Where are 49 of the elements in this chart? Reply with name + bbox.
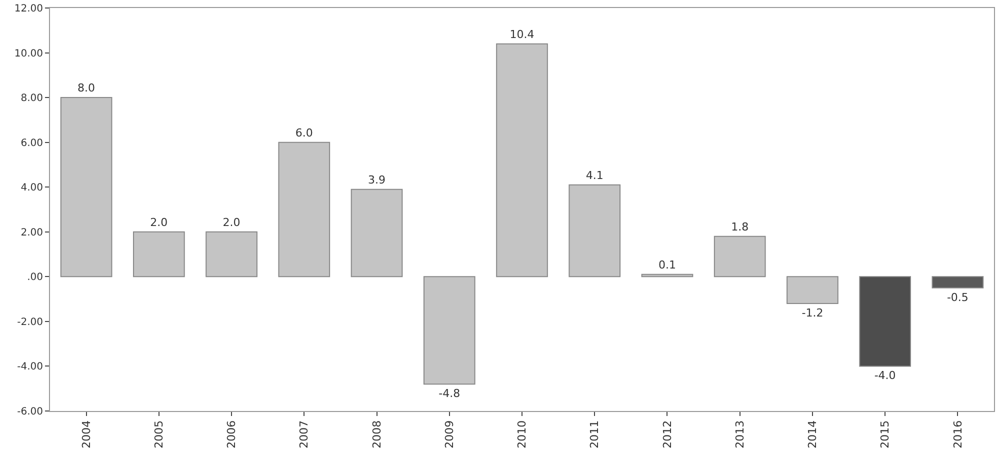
bar <box>60 97 112 278</box>
x-tick-label: 2005 <box>152 420 166 448</box>
x-tick-label: 2010 <box>516 420 529 448</box>
bar <box>932 276 984 288</box>
data-label: -4.0 <box>874 369 896 382</box>
data-label: -4.8 <box>438 387 460 400</box>
bar <box>859 276 911 367</box>
data-label: -0.5 <box>946 290 968 304</box>
y-tick-label: 2.00 <box>20 227 43 238</box>
data-label: 4.1 <box>586 168 604 182</box>
y-tick-label: -2.00 <box>17 316 43 328</box>
y-tick-label: 8.00 <box>20 93 43 104</box>
x-tick-label: 2011 <box>588 420 602 448</box>
y-tick-label: 6.00 <box>20 138 43 149</box>
x-tick-label: 2009 <box>442 420 456 448</box>
bar <box>350 188 403 278</box>
data-label: 0.1 <box>658 258 676 272</box>
x-tick-label: 2015 <box>878 420 892 448</box>
y-tick-label: -4.00 <box>17 362 43 373</box>
y-tick-label: 12.00 <box>14 4 43 14</box>
x-tick-label: 2016 <box>951 420 964 448</box>
y-tick-label: -6.00 <box>17 406 43 418</box>
y-tick-label: 10.00 <box>14 48 43 60</box>
bar <box>641 274 694 278</box>
x-tick-label: 2012 <box>660 420 674 448</box>
data-label: -1.2 <box>802 306 824 320</box>
data-label: 2.0 <box>150 216 168 229</box>
y-tick-label: .00 <box>27 272 43 284</box>
y-tick-label: 4.00 <box>20 182 43 194</box>
bar <box>133 231 185 278</box>
x-tick-label: 2013 <box>733 420 746 448</box>
x-tick-label: 2006 <box>225 420 238 448</box>
bar <box>423 276 476 385</box>
bar <box>714 236 766 278</box>
x-tick-label: 2008 <box>370 420 384 448</box>
x-tick-label: 2007 <box>298 420 311 448</box>
x-tick-label: 2014 <box>806 420 820 448</box>
bar <box>496 43 548 278</box>
data-label: 10.4 <box>510 28 534 41</box>
bar <box>278 142 330 278</box>
bar <box>568 184 621 278</box>
data-label: 6.0 <box>295 126 313 140</box>
data-label: 8.0 <box>78 82 96 95</box>
data-label: 2.0 <box>222 216 240 229</box>
data-label: 1.8 <box>731 220 749 234</box>
data-label: 3.9 <box>368 173 386 186</box>
x-tick-label: 2004 <box>80 420 93 448</box>
bar <box>786 276 838 304</box>
bar <box>206 231 258 278</box>
